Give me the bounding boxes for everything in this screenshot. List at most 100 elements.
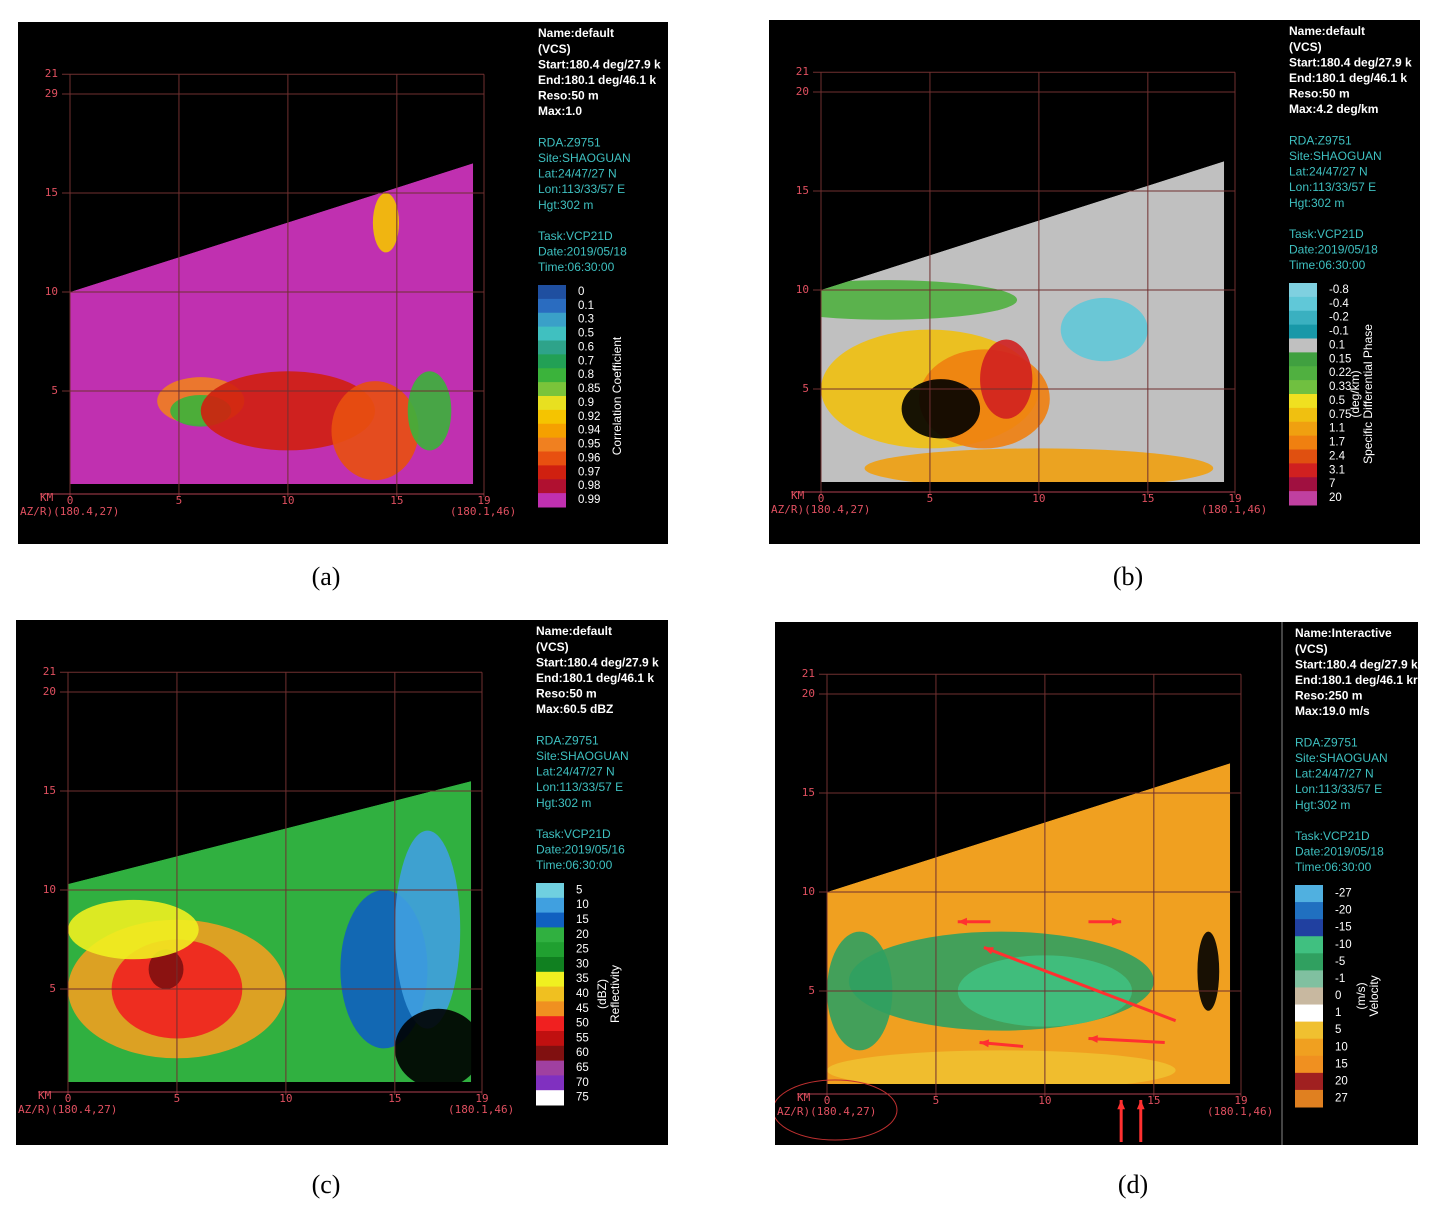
colorbar-label: 0.97 [578, 466, 600, 478]
colorbar-label: 0 [578, 286, 584, 298]
colorbar-swatch [538, 396, 566, 411]
x-tick-label: 0 [824, 1094, 831, 1107]
info-line: Site:SHAOGUAN [1289, 149, 1382, 163]
info-line: Lat:24/47/27 N [538, 167, 617, 181]
colorbar-swatch [1289, 283, 1317, 298]
colorbar-label: 40 [576, 988, 589, 1000]
x-tick-label: 0 [65, 1092, 72, 1105]
radar-panel: 21 20 15 10 5 0 5 10 15 19 KM AZ/R)(180.4,27) (180.1… [769, 20, 1420, 544]
field-feature [827, 1050, 1176, 1085]
colorbar-label: 70 [576, 1077, 589, 1089]
info-line: Max:1.0 [538, 104, 582, 118]
y-tick-label: 15 [802, 786, 815, 799]
y-tick-label: 10 [45, 285, 58, 298]
x-tick-label: 19 [1228, 492, 1241, 505]
colorbar-label: 0.1 [578, 300, 594, 312]
info-line: Lat:24/47/27 N [1289, 165, 1368, 179]
colorbar-swatch [1295, 1072, 1323, 1091]
colorbar-swatch [536, 1060, 564, 1076]
y-tick-label: 15 [796, 184, 809, 197]
colorbar-swatch [538, 354, 566, 369]
colorbar-swatch [1295, 919, 1323, 937]
colorbar-swatch [536, 883, 564, 899]
colorbar-label: 55 [576, 1032, 589, 1044]
arrow-head [1088, 1035, 1098, 1043]
colorbar-label: 0.15 [1329, 353, 1351, 365]
colorbar-label: 0.5 [578, 328, 594, 340]
info-line: End:180.1 deg/46.1 k [1289, 71, 1407, 85]
colorbar-swatch [536, 897, 564, 914]
caption: (b) [1112, 562, 1144, 591]
x-tick-label: 15 [390, 494, 403, 507]
colorbar-label: 1 [1335, 1007, 1341, 1019]
info-line: Time:06:30:00 [1295, 860, 1372, 874]
colorbar-swatch [1295, 1055, 1323, 1074]
info-line: Task:VCP21D [536, 827, 611, 841]
x-tick-label: 10 [281, 494, 294, 507]
info-line: Task:VCP21D [538, 229, 613, 243]
x-tick-label: 19 [475, 1092, 488, 1105]
colorbar-swatch [538, 465, 566, 480]
colorbar-label: 60 [576, 1047, 589, 1059]
x-tick-label: 5 [174, 1092, 181, 1105]
colorbar-swatch [536, 986, 564, 1002]
colorbar-swatch [538, 451, 566, 466]
end-label: (180.1,46) [450, 505, 516, 518]
info-line: (VCS) [1295, 642, 1328, 656]
arrow-head [1111, 917, 1122, 926]
colorbar-unit: (m/s) [1354, 982, 1368, 1009]
colorbar-label: 0.3 [578, 314, 594, 326]
y-tick-label: 5 [49, 982, 56, 995]
colorbar-swatch [1295, 885, 1323, 903]
radar-panel: 21 20 15 10 5 0 5 10 15 19 KM AZ/R)(180.4,27) (180.1… [775, 622, 1418, 1145]
colorbar-label: 3.1 [1329, 464, 1345, 476]
colorbar-swatch [1289, 394, 1317, 409]
info-line: RDA:Z9751 [536, 733, 599, 747]
colorbar-swatch [536, 942, 564, 958]
info-line: Max:60.5 dBZ [536, 702, 613, 716]
x-unit: KM [797, 1091, 811, 1104]
colorbar-unit: (deg/km) [1348, 370, 1362, 417]
info-line: Name:default [538, 26, 614, 40]
y-tick-label: 21 [45, 67, 58, 80]
colorbar-label: 20 [576, 929, 589, 941]
colorbar-label: 30 [576, 958, 589, 970]
colorbar-swatch [538, 437, 566, 452]
colorbar-swatch [536, 957, 564, 973]
x-tick-label: 5 [176, 494, 183, 507]
colorbar-swatch [1295, 1021, 1323, 1040]
info-line: Max:4.2 deg/km [1289, 102, 1378, 116]
colorbar-label: 45 [576, 1003, 589, 1015]
arrow-head [1117, 1100, 1126, 1110]
info-line: End:180.1 deg/46.1 k [538, 73, 656, 87]
colorbar-swatch [1295, 987, 1323, 1006]
field-feature [394, 830, 461, 1029]
x-tick-label: 19 [477, 494, 490, 507]
info-line: (VCS) [1289, 40, 1322, 54]
y-tick-label: 5 [802, 382, 809, 395]
colorbar-swatch [536, 1001, 564, 1017]
info-line: RDA:Z9751 [1295, 735, 1358, 749]
colorbar-swatch [538, 382, 566, 397]
caption: (d) [1117, 1170, 1149, 1199]
y-tick-label: 21 [796, 65, 809, 78]
colorbar-swatch [1289, 380, 1317, 395]
colorbar-label: 20 [1329, 492, 1342, 504]
colorbar-swatch [538, 368, 566, 383]
x-tick-label: 5 [933, 1094, 940, 1107]
colorbar-label: 1.1 [1329, 423, 1345, 435]
radar-field [70, 163, 474, 485]
info-line: (VCS) [536, 640, 569, 654]
colorbar-label: -5 [1335, 956, 1345, 968]
info-line: Hgt:302 m [538, 198, 593, 212]
radar-field [68, 781, 472, 1083]
colorbar-label: -0.8 [1329, 284, 1349, 296]
colorbar-swatch [1289, 366, 1317, 381]
info-line: Lon:113/33/57 E [538, 182, 625, 196]
info-line: Name:default [1289, 24, 1365, 38]
colorbar-label: 0.9 [578, 397, 594, 409]
field-base [827, 763, 1231, 1085]
